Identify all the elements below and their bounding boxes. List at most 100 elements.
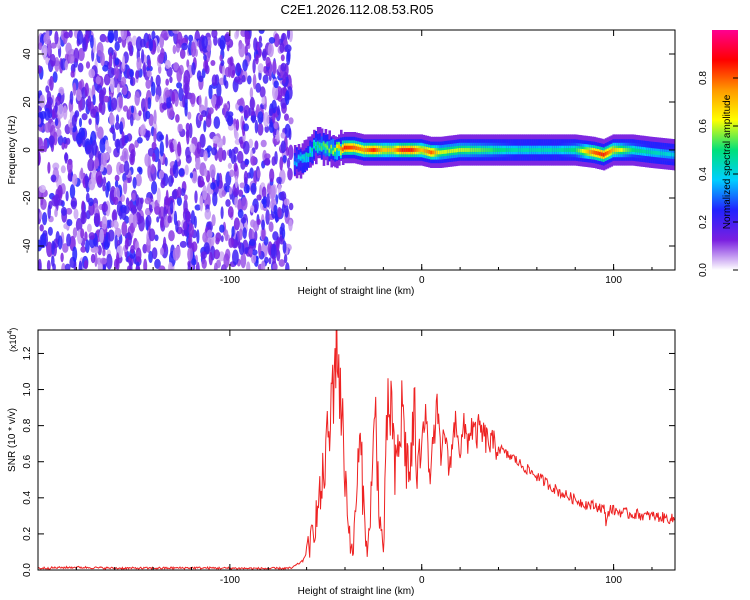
heatmap-ridge-cell	[372, 148, 376, 152]
heatmap-noise-cell	[169, 76, 173, 84]
heatmap-noise-cell	[38, 117, 42, 125]
heatmap-noise-cell	[223, 253, 230, 268]
heatmap-noise-cell	[100, 152, 107, 167]
heatmap-noise-cell	[165, 78, 169, 86]
heatmap-ridge-cell	[643, 149, 646, 154]
heatmap-noise-cell	[252, 73, 257, 90]
heatmap-noise-cell	[186, 211, 191, 222]
heatmap-ridge-cell	[401, 148, 404, 152]
heatmap-noise-cell	[71, 173, 78, 186]
heatmap-noise-cell	[136, 57, 142, 71]
heatmap-noise-cell	[122, 105, 129, 112]
heatmap-noise-cell	[191, 62, 196, 76]
heatmap-noise-cell	[149, 204, 153, 212]
heatmap-noise-cell	[238, 43, 246, 58]
heatmap-noise-cell	[271, 99, 277, 114]
heatmap-noise-cell	[145, 207, 150, 216]
heatmap-noise-cell	[288, 219, 293, 232]
heatmap-ridge-cell	[305, 152, 308, 157]
heatmap-noise-cell	[78, 260, 83, 270]
heatmap-noise-cell	[177, 186, 182, 199]
heatmap-noise-cell	[268, 108, 274, 117]
heatmap-ridge-cell	[384, 148, 387, 152]
heatmap-ridge-cell	[391, 148, 395, 152]
heatmap-noise-cell	[273, 80, 279, 89]
heatmap-noise-cell	[102, 264, 106, 270]
heatmap-noise-cell	[237, 241, 242, 250]
heatmap-noise-cell	[242, 59, 248, 72]
heatmap-ridge-cell	[393, 148, 397, 152]
heatmap-noise-cell	[67, 172, 72, 182]
heatmap-noise-cell	[54, 117, 59, 127]
heatmap-ridge-cell	[531, 148, 535, 152]
heatmap-noise-cell	[195, 156, 201, 170]
heatmap-ridge-cell	[380, 148, 383, 152]
heatmap-noise-cell	[273, 121, 279, 130]
heatmap-noise-cell	[244, 158, 250, 166]
heatmap-noise-cell	[117, 36, 122, 43]
heatmap-ridge-cell	[395, 148, 399, 152]
heatmap-noise-cell	[72, 82, 77, 96]
heatmap-noise-cell	[55, 128, 62, 137]
heatmap-noise-cell	[38, 150, 41, 166]
heatmap-noise-cell	[189, 172, 193, 179]
heatmap-noise-cell	[216, 96, 221, 109]
heatmap-noise-cell	[172, 30, 180, 34]
heatmap-ridge-cell	[338, 144, 341, 149]
heatmap-noise-cell	[80, 246, 87, 253]
heatmap-noise-cell	[262, 48, 267, 61]
heatmap-noise-cell	[78, 80, 83, 92]
heatmap-ridge-cell	[577, 148, 581, 153]
heatmap-noise-cell	[62, 105, 68, 120]
heatmap-ridge-cell	[570, 148, 573, 152]
heatmap-noise-cell	[175, 43, 180, 53]
heatmap-noise-cell	[44, 122, 51, 133]
heatmap-noise-cell	[60, 206, 67, 216]
heatmap-noise-cell	[114, 121, 120, 131]
heatmap-noise-cell	[169, 141, 174, 153]
heatmap-noise-cell	[75, 218, 83, 232]
heatmap-ridge-cell	[326, 145, 330, 150]
heatmap-noise-cell	[248, 238, 256, 247]
snr-frame	[37, 329, 676, 571]
heatmap-noise-cell	[276, 105, 280, 116]
heatmap-noise-cell	[97, 126, 104, 140]
heatmap-noise-cell	[135, 247, 142, 263]
heatmap-noise-cell	[146, 70, 152, 78]
heatmap-noise-cell	[168, 175, 174, 187]
heatmap-noise-cell	[73, 47, 80, 63]
heatmap-ridge-cell	[336, 144, 339, 149]
heatmap-noise-cell	[121, 206, 127, 221]
heatmap-noise-cell	[223, 74, 227, 87]
heatmap-ridge-cell	[297, 155, 301, 160]
heatmap-noise-cell	[156, 45, 160, 53]
heatmap-ridge-cell	[581, 149, 585, 153]
x-tick-label: 0	[419, 575, 425, 586]
heatmap-noise-cell	[69, 90, 74, 105]
heatmap-ridge-cell	[526, 148, 529, 152]
heatmap-noise-cell	[132, 176, 137, 189]
heatmap-noise-cell	[68, 30, 73, 38]
heatmap-ridge-cell	[332, 150, 335, 155]
heatmap-noise-cell	[159, 141, 164, 157]
heatmap-noise-cell	[45, 243, 53, 250]
heatmap-noise-cell	[80, 167, 84, 180]
heatmap-noise-cell	[224, 229, 229, 242]
heatmap-noise-cell	[216, 82, 222, 99]
heatmap-noise-cell	[65, 190, 69, 202]
heatmap-ridge-cell	[635, 148, 638, 153]
heatmap-ridge-cell	[483, 148, 487, 152]
heatmap-noise-cell	[260, 139, 267, 148]
heatmap-noise-cell	[38, 42, 43, 51]
heatmap-ridge-cell	[340, 146, 343, 151]
heatmap-noise-cell	[234, 175, 238, 189]
heatmap-noise-cell	[66, 159, 73, 174]
y-tick-label: 0.2	[22, 527, 33, 541]
heatmap-ridge-cell	[662, 151, 665, 156]
heatmap-ridge-cell	[673, 152, 675, 157]
heatmap-noise-cell	[220, 235, 224, 243]
heatmap-noise-cell	[85, 144, 92, 154]
heatmap-ridge-cell	[449, 149, 452, 154]
heatmap-ridge-cell	[311, 148, 314, 157]
heatmap-noise-cell	[280, 140, 286, 153]
